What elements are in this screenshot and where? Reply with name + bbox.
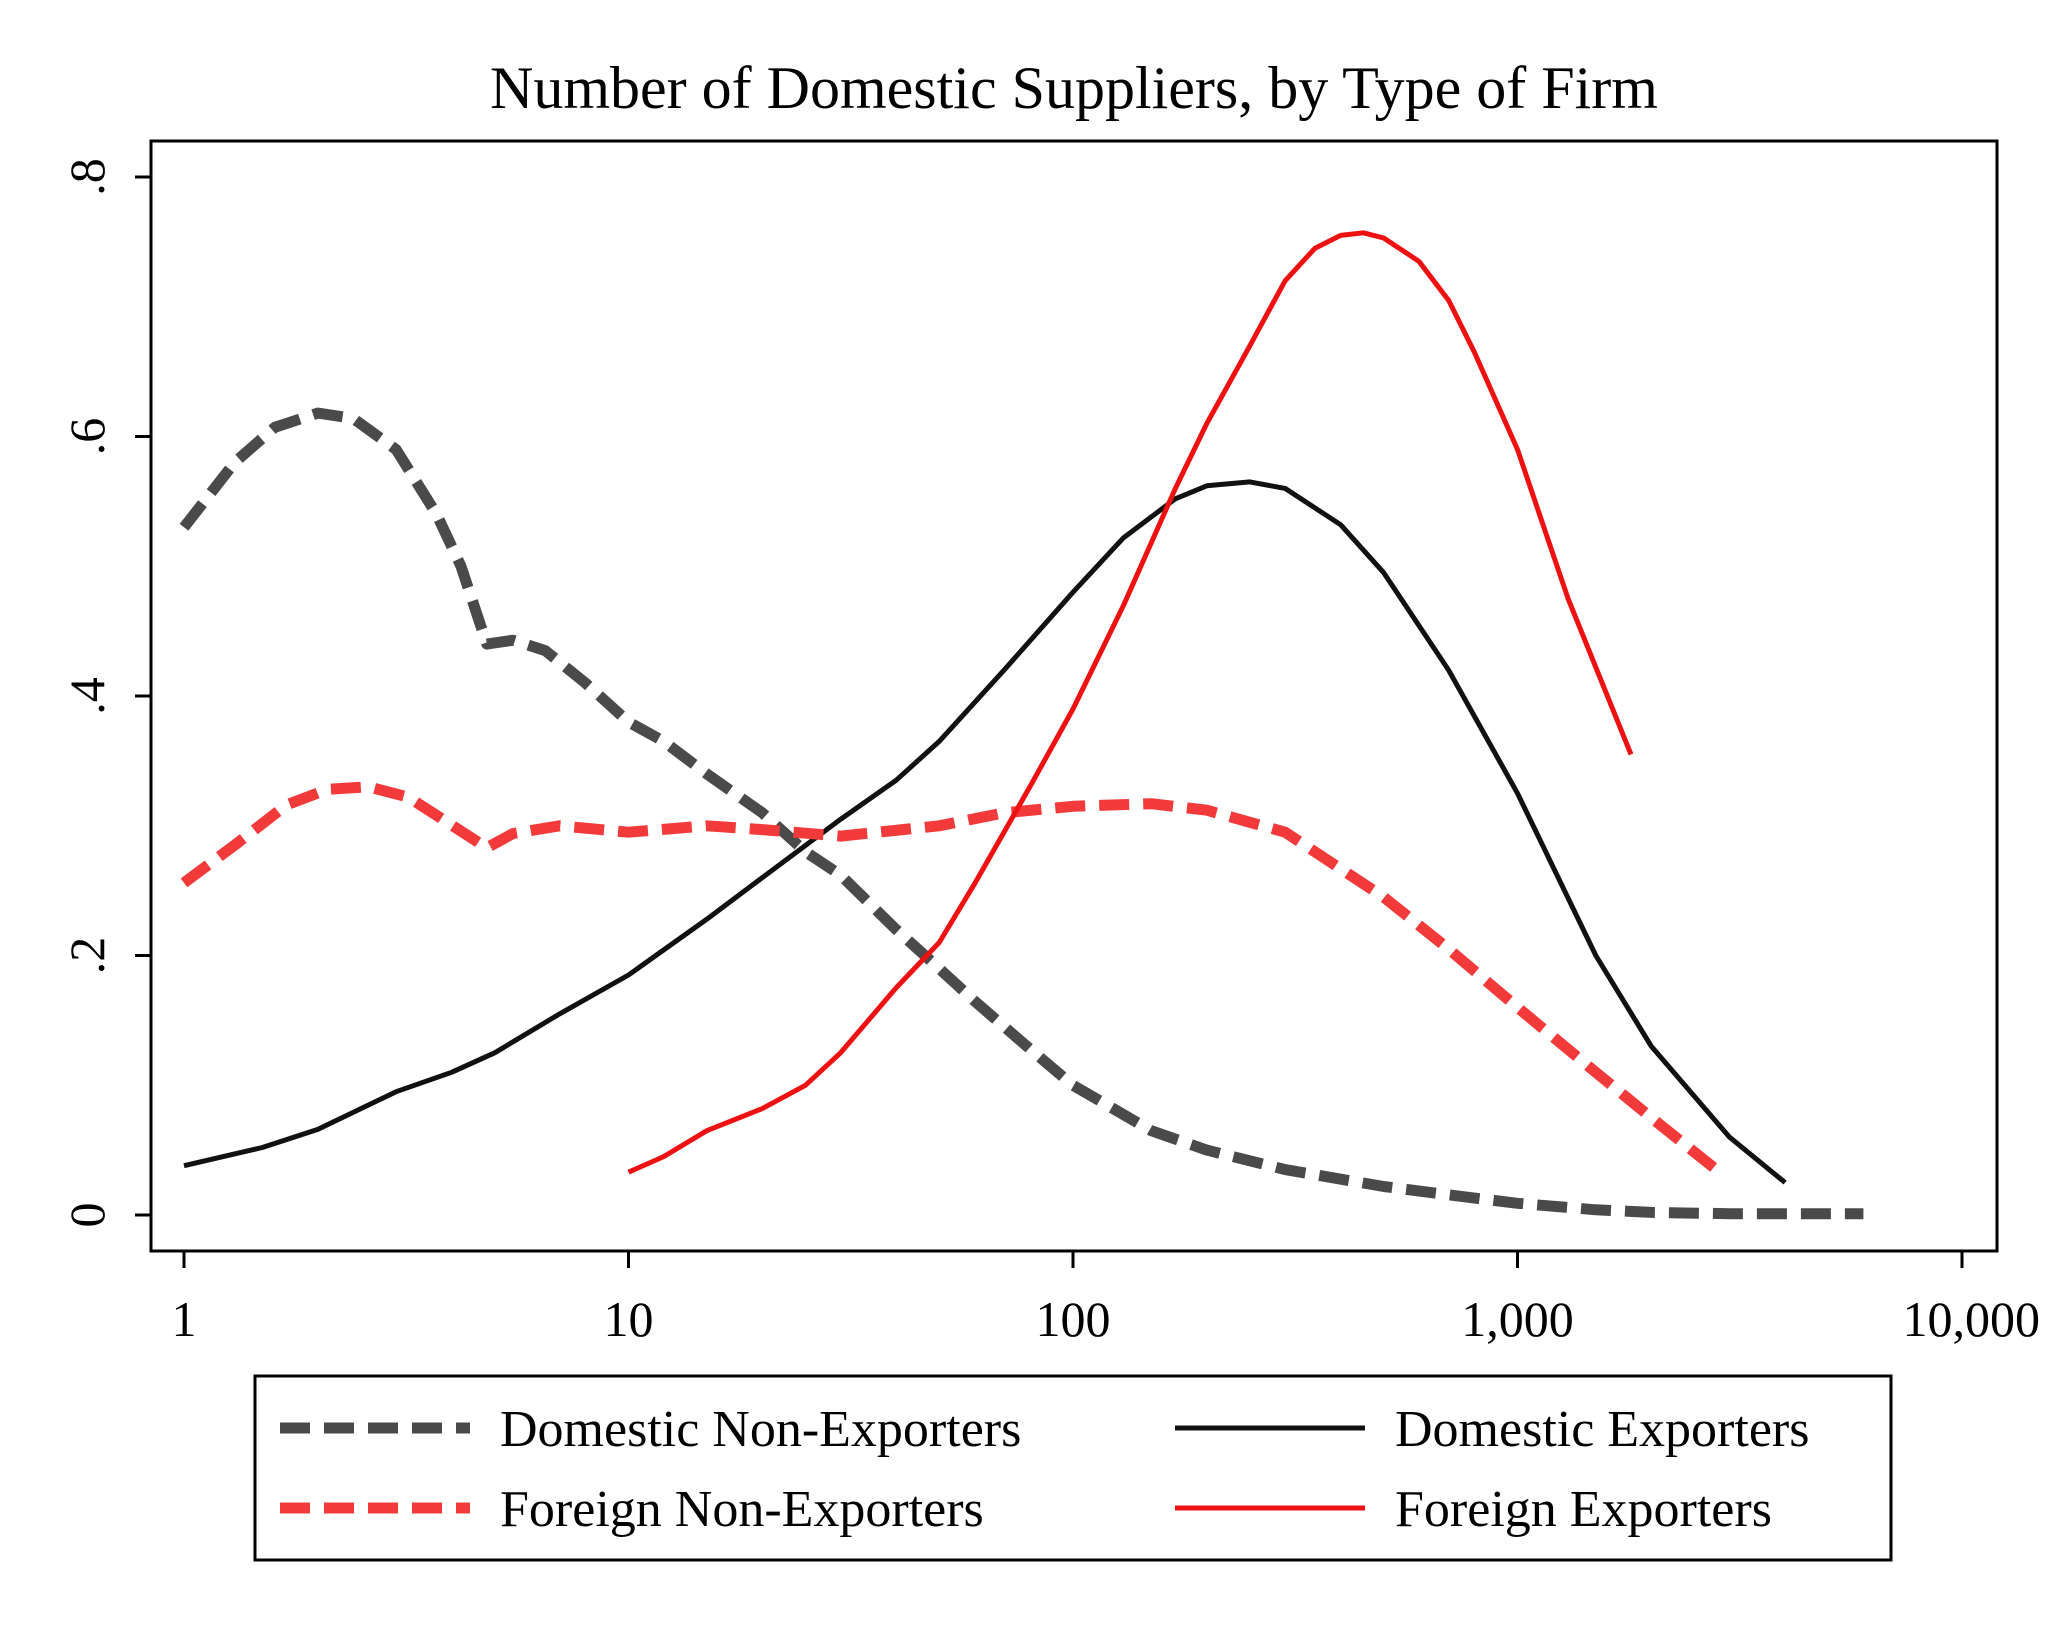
- y-axis: 0 .2 .4 .6 .8: [59, 158, 153, 1228]
- legend: Domestic Non-Exporters Domestic Exporter…: [253, 1374, 1893, 1562]
- legend-label-domestic-exporters: Domestic Exporters: [1395, 1401, 1809, 1458]
- legend-label-domestic-non-exporters: Domestic Non-Exporters: [500, 1401, 1021, 1458]
- series-layer: [179, 230, 1864, 1220]
- legend-box: [253, 1374, 1893, 1562]
- y-tick-label: .4: [59, 677, 115, 715]
- series-line-domestic-non-exporters: [179, 407, 1864, 1220]
- series-line-foreign-non-exporters: [180, 781, 1720, 1174]
- x-tick-label: 1,000: [1461, 1291, 1574, 1347]
- y-tick-label: .6: [59, 418, 115, 456]
- legend-label-foreign-non-exporters: Foreign Non-Exporters: [500, 1481, 984, 1538]
- x-axis: 1 10 100 1,000 10,000: [172, 1249, 2041, 1347]
- series-line-foreign-exporters: [627, 230, 1634, 1175]
- chart-title: Number of Domestic Suppliers, by Type of…: [490, 55, 1658, 121]
- y-tick-label: 0: [59, 1203, 115, 1228]
- x-tick-label: 10,000: [1903, 1291, 2041, 1347]
- x-tick-label: 10: [604, 1291, 654, 1347]
- y-tick-label: .8: [59, 158, 115, 196]
- legend-label-foreign-exporters: Foreign Exporters: [1395, 1481, 1772, 1538]
- series-line-domestic-exporters: [183, 479, 1787, 1185]
- x-tick-label: 100: [1036, 1291, 1111, 1347]
- y-tick-label: .2: [59, 937, 115, 975]
- plot-area: [149, 139, 1999, 1253]
- x-tick-label: 1: [172, 1291, 197, 1347]
